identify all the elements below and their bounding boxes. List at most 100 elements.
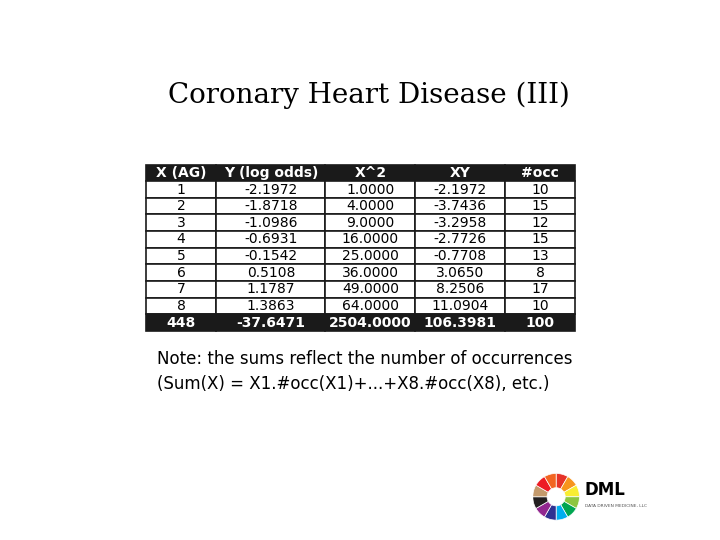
Wedge shape — [544, 474, 556, 489]
Text: -0.7708: -0.7708 — [433, 249, 487, 263]
Wedge shape — [561, 477, 576, 492]
Text: 15: 15 — [531, 232, 549, 246]
Text: Note: the sums reflect the number of occurrences: Note: the sums reflect the number of occ… — [157, 349, 572, 368]
Bar — [145, 181, 216, 198]
Text: 100: 100 — [526, 315, 555, 329]
Text: 3: 3 — [176, 216, 185, 230]
Text: Y (log odds): Y (log odds) — [224, 166, 318, 180]
Wedge shape — [544, 505, 556, 520]
Text: 4.0000: 4.0000 — [346, 199, 395, 213]
Text: 16.0000: 16.0000 — [342, 232, 399, 246]
Text: X (AG): X (AG) — [156, 166, 206, 180]
Bar — [415, 214, 505, 231]
Bar — [325, 231, 415, 248]
Text: 3.0650: 3.0650 — [436, 266, 485, 280]
Text: 49.0000: 49.0000 — [342, 282, 399, 296]
Text: -37.6471: -37.6471 — [236, 315, 305, 329]
Text: 64.0000: 64.0000 — [342, 299, 399, 313]
Text: -2.1972: -2.1972 — [244, 183, 297, 197]
Bar — [415, 198, 505, 214]
Text: 9.0000: 9.0000 — [346, 216, 395, 230]
Text: XY: XY — [450, 166, 471, 180]
Text: 8: 8 — [176, 299, 186, 313]
Wedge shape — [536, 501, 552, 517]
Text: X^2: X^2 — [354, 166, 387, 180]
Bar — [145, 198, 216, 214]
Text: 12: 12 — [531, 216, 549, 230]
Bar — [325, 165, 415, 181]
Text: -2.1972: -2.1972 — [433, 183, 487, 197]
Wedge shape — [536, 477, 552, 492]
Bar — [145, 214, 216, 231]
Bar — [145, 281, 216, 298]
Bar — [505, 181, 575, 198]
Text: 10: 10 — [531, 299, 549, 313]
Text: Coronary Heart Disease (III): Coronary Heart Disease (III) — [168, 82, 570, 109]
Bar — [216, 248, 325, 265]
Text: 6: 6 — [176, 266, 186, 280]
Bar — [505, 231, 575, 248]
Text: #occ: #occ — [521, 166, 559, 180]
Text: 1.3863: 1.3863 — [246, 299, 295, 313]
Bar — [325, 214, 415, 231]
Bar — [216, 181, 325, 198]
Text: 2504.0000: 2504.0000 — [329, 315, 412, 329]
Text: -3.2958: -3.2958 — [433, 216, 487, 230]
Bar — [216, 298, 325, 314]
Bar — [325, 248, 415, 265]
Text: 4: 4 — [176, 232, 185, 246]
Bar — [145, 248, 216, 265]
Text: -3.7436: -3.7436 — [433, 199, 487, 213]
Bar — [145, 231, 216, 248]
Bar — [505, 248, 575, 265]
Bar — [505, 165, 575, 181]
Text: 1.0000: 1.0000 — [346, 183, 395, 197]
Wedge shape — [533, 485, 548, 497]
Bar — [216, 214, 325, 231]
Text: 13: 13 — [531, 249, 549, 263]
Text: 2: 2 — [176, 199, 185, 213]
Bar — [216, 314, 325, 331]
Text: 8.2506: 8.2506 — [436, 282, 485, 296]
Bar — [216, 231, 325, 248]
Text: 1: 1 — [176, 183, 186, 197]
Text: 1.1787: 1.1787 — [246, 282, 295, 296]
Bar — [145, 265, 216, 281]
Bar — [145, 165, 216, 181]
Text: 11.0904: 11.0904 — [431, 299, 489, 313]
Bar — [325, 198, 415, 214]
Bar — [505, 298, 575, 314]
Bar — [415, 265, 505, 281]
Text: -2.7726: -2.7726 — [433, 232, 487, 246]
Text: -1.8718: -1.8718 — [244, 199, 297, 213]
Bar — [505, 198, 575, 214]
Bar — [145, 314, 216, 331]
Bar — [505, 314, 575, 331]
Bar — [505, 265, 575, 281]
Bar — [325, 281, 415, 298]
Text: DML: DML — [585, 481, 626, 500]
Text: 8: 8 — [536, 266, 545, 280]
Bar — [325, 265, 415, 281]
Text: 10: 10 — [531, 183, 549, 197]
Text: -0.1542: -0.1542 — [244, 249, 297, 263]
Text: 106.3981: 106.3981 — [423, 315, 497, 329]
Bar — [415, 181, 505, 198]
Bar — [505, 214, 575, 231]
Bar — [415, 231, 505, 248]
Text: 7: 7 — [176, 282, 185, 296]
Wedge shape — [564, 497, 580, 509]
Text: 25.0000: 25.0000 — [342, 249, 399, 263]
Text: -1.0986: -1.0986 — [244, 216, 297, 230]
Bar — [216, 165, 325, 181]
Text: DATA DRIVEN MEDICINE, LLC: DATA DRIVEN MEDICINE, LLC — [585, 504, 647, 508]
Bar — [325, 181, 415, 198]
Wedge shape — [533, 497, 548, 509]
Text: 448: 448 — [166, 315, 196, 329]
Text: 5: 5 — [176, 249, 185, 263]
Bar — [216, 281, 325, 298]
Bar — [415, 165, 505, 181]
Wedge shape — [561, 501, 576, 517]
Bar — [415, 314, 505, 331]
Bar — [216, 198, 325, 214]
